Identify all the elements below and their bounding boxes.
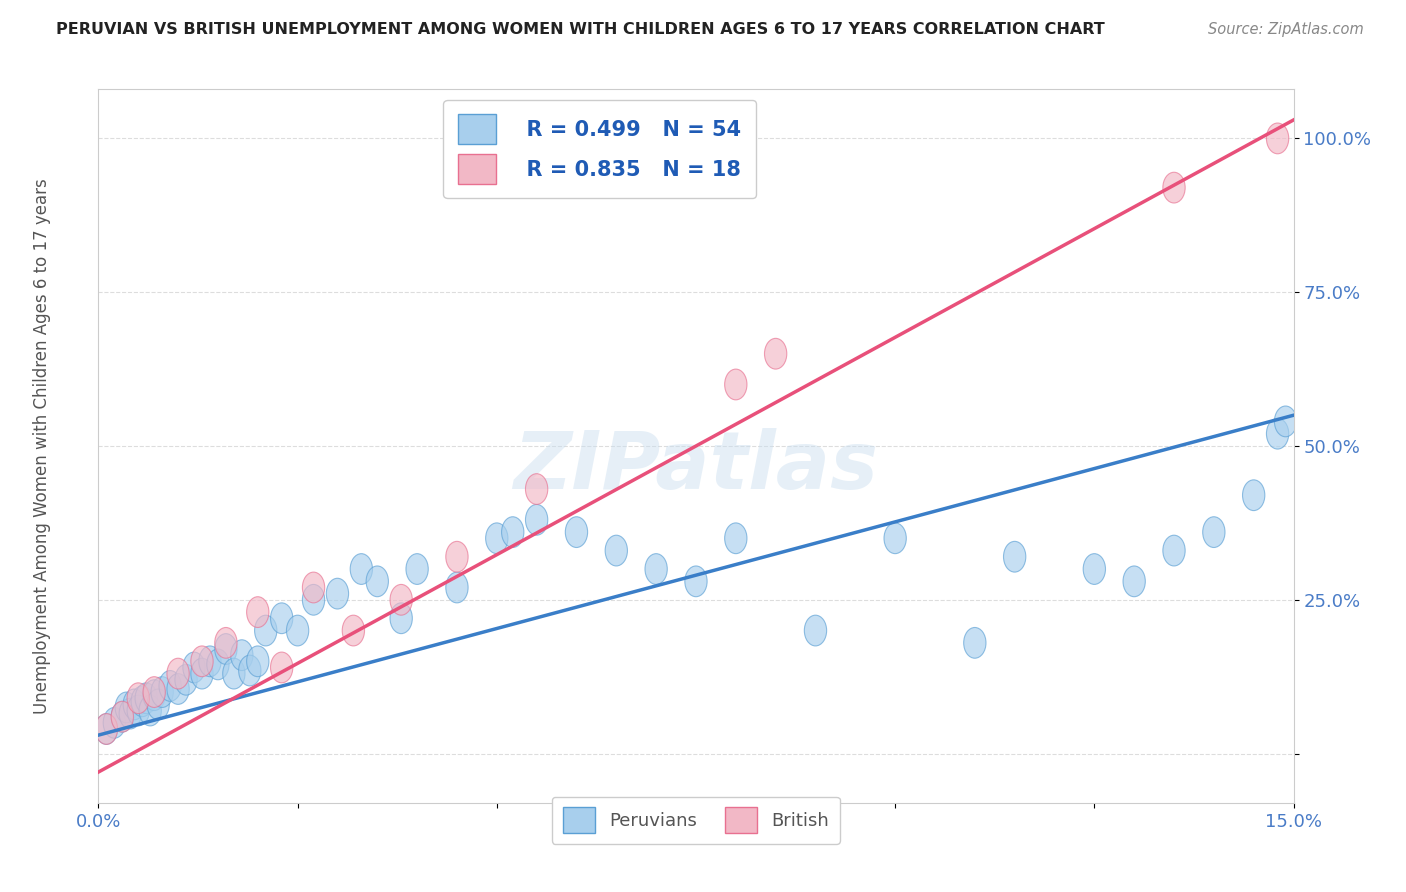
Ellipse shape — [111, 701, 134, 732]
Ellipse shape — [485, 523, 508, 554]
Ellipse shape — [254, 615, 277, 646]
Ellipse shape — [1163, 535, 1185, 566]
Ellipse shape — [96, 714, 118, 744]
Legend: Peruvians, British: Peruvians, British — [551, 797, 841, 844]
Ellipse shape — [183, 652, 205, 683]
Ellipse shape — [302, 584, 325, 615]
Ellipse shape — [143, 680, 166, 711]
Text: PERUVIAN VS BRITISH UNEMPLOYMENT AMONG WOMEN WITH CHILDREN AGES 6 TO 17 YEARS CO: PERUVIAN VS BRITISH UNEMPLOYMENT AMONG W… — [56, 22, 1105, 37]
Ellipse shape — [1274, 406, 1296, 437]
Ellipse shape — [191, 658, 214, 689]
Ellipse shape — [963, 627, 986, 658]
Ellipse shape — [127, 683, 149, 714]
Ellipse shape — [159, 671, 181, 701]
Ellipse shape — [231, 640, 253, 671]
Ellipse shape — [446, 572, 468, 603]
Ellipse shape — [1202, 516, 1225, 548]
Ellipse shape — [148, 689, 169, 720]
Ellipse shape — [804, 615, 827, 646]
Ellipse shape — [103, 707, 125, 739]
Ellipse shape — [326, 578, 349, 609]
Ellipse shape — [526, 505, 548, 535]
Ellipse shape — [1267, 123, 1289, 153]
Ellipse shape — [246, 646, 269, 677]
Ellipse shape — [605, 535, 627, 566]
Ellipse shape — [724, 369, 747, 400]
Ellipse shape — [207, 649, 229, 680]
Ellipse shape — [127, 695, 149, 726]
Ellipse shape — [120, 698, 142, 729]
Ellipse shape — [96, 714, 118, 744]
Ellipse shape — [724, 523, 747, 554]
Ellipse shape — [174, 665, 197, 695]
Ellipse shape — [135, 683, 157, 714]
Ellipse shape — [1004, 541, 1026, 572]
Ellipse shape — [150, 677, 173, 707]
Ellipse shape — [239, 655, 262, 686]
Ellipse shape — [115, 692, 138, 723]
Ellipse shape — [246, 597, 269, 627]
Ellipse shape — [765, 338, 787, 369]
Ellipse shape — [270, 652, 292, 683]
Ellipse shape — [139, 695, 162, 726]
Ellipse shape — [342, 615, 364, 646]
Text: Unemployment Among Women with Children Ages 6 to 17 years: Unemployment Among Women with Children A… — [34, 178, 51, 714]
Ellipse shape — [222, 658, 245, 689]
Ellipse shape — [1163, 172, 1185, 203]
Ellipse shape — [270, 603, 292, 633]
Text: Source: ZipAtlas.com: Source: ZipAtlas.com — [1208, 22, 1364, 37]
Ellipse shape — [350, 554, 373, 584]
Ellipse shape — [1243, 480, 1265, 510]
Ellipse shape — [167, 673, 190, 705]
Ellipse shape — [406, 554, 429, 584]
Ellipse shape — [302, 572, 325, 603]
Ellipse shape — [287, 615, 309, 646]
Ellipse shape — [198, 646, 221, 677]
Ellipse shape — [111, 701, 134, 732]
Ellipse shape — [167, 658, 190, 689]
Ellipse shape — [191, 646, 214, 677]
Ellipse shape — [143, 677, 166, 707]
Ellipse shape — [645, 554, 668, 584]
Ellipse shape — [215, 627, 238, 658]
Text: ZIPatlas: ZIPatlas — [513, 428, 879, 507]
Ellipse shape — [502, 516, 524, 548]
Ellipse shape — [389, 603, 412, 633]
Ellipse shape — [446, 541, 468, 572]
Ellipse shape — [215, 633, 238, 665]
Ellipse shape — [526, 474, 548, 505]
Ellipse shape — [131, 686, 153, 716]
Ellipse shape — [1267, 418, 1289, 449]
Ellipse shape — [1083, 554, 1105, 584]
Ellipse shape — [389, 584, 412, 615]
Ellipse shape — [685, 566, 707, 597]
Ellipse shape — [565, 516, 588, 548]
Ellipse shape — [1123, 566, 1146, 597]
Ellipse shape — [124, 689, 145, 720]
Ellipse shape — [884, 523, 907, 554]
Ellipse shape — [366, 566, 388, 597]
